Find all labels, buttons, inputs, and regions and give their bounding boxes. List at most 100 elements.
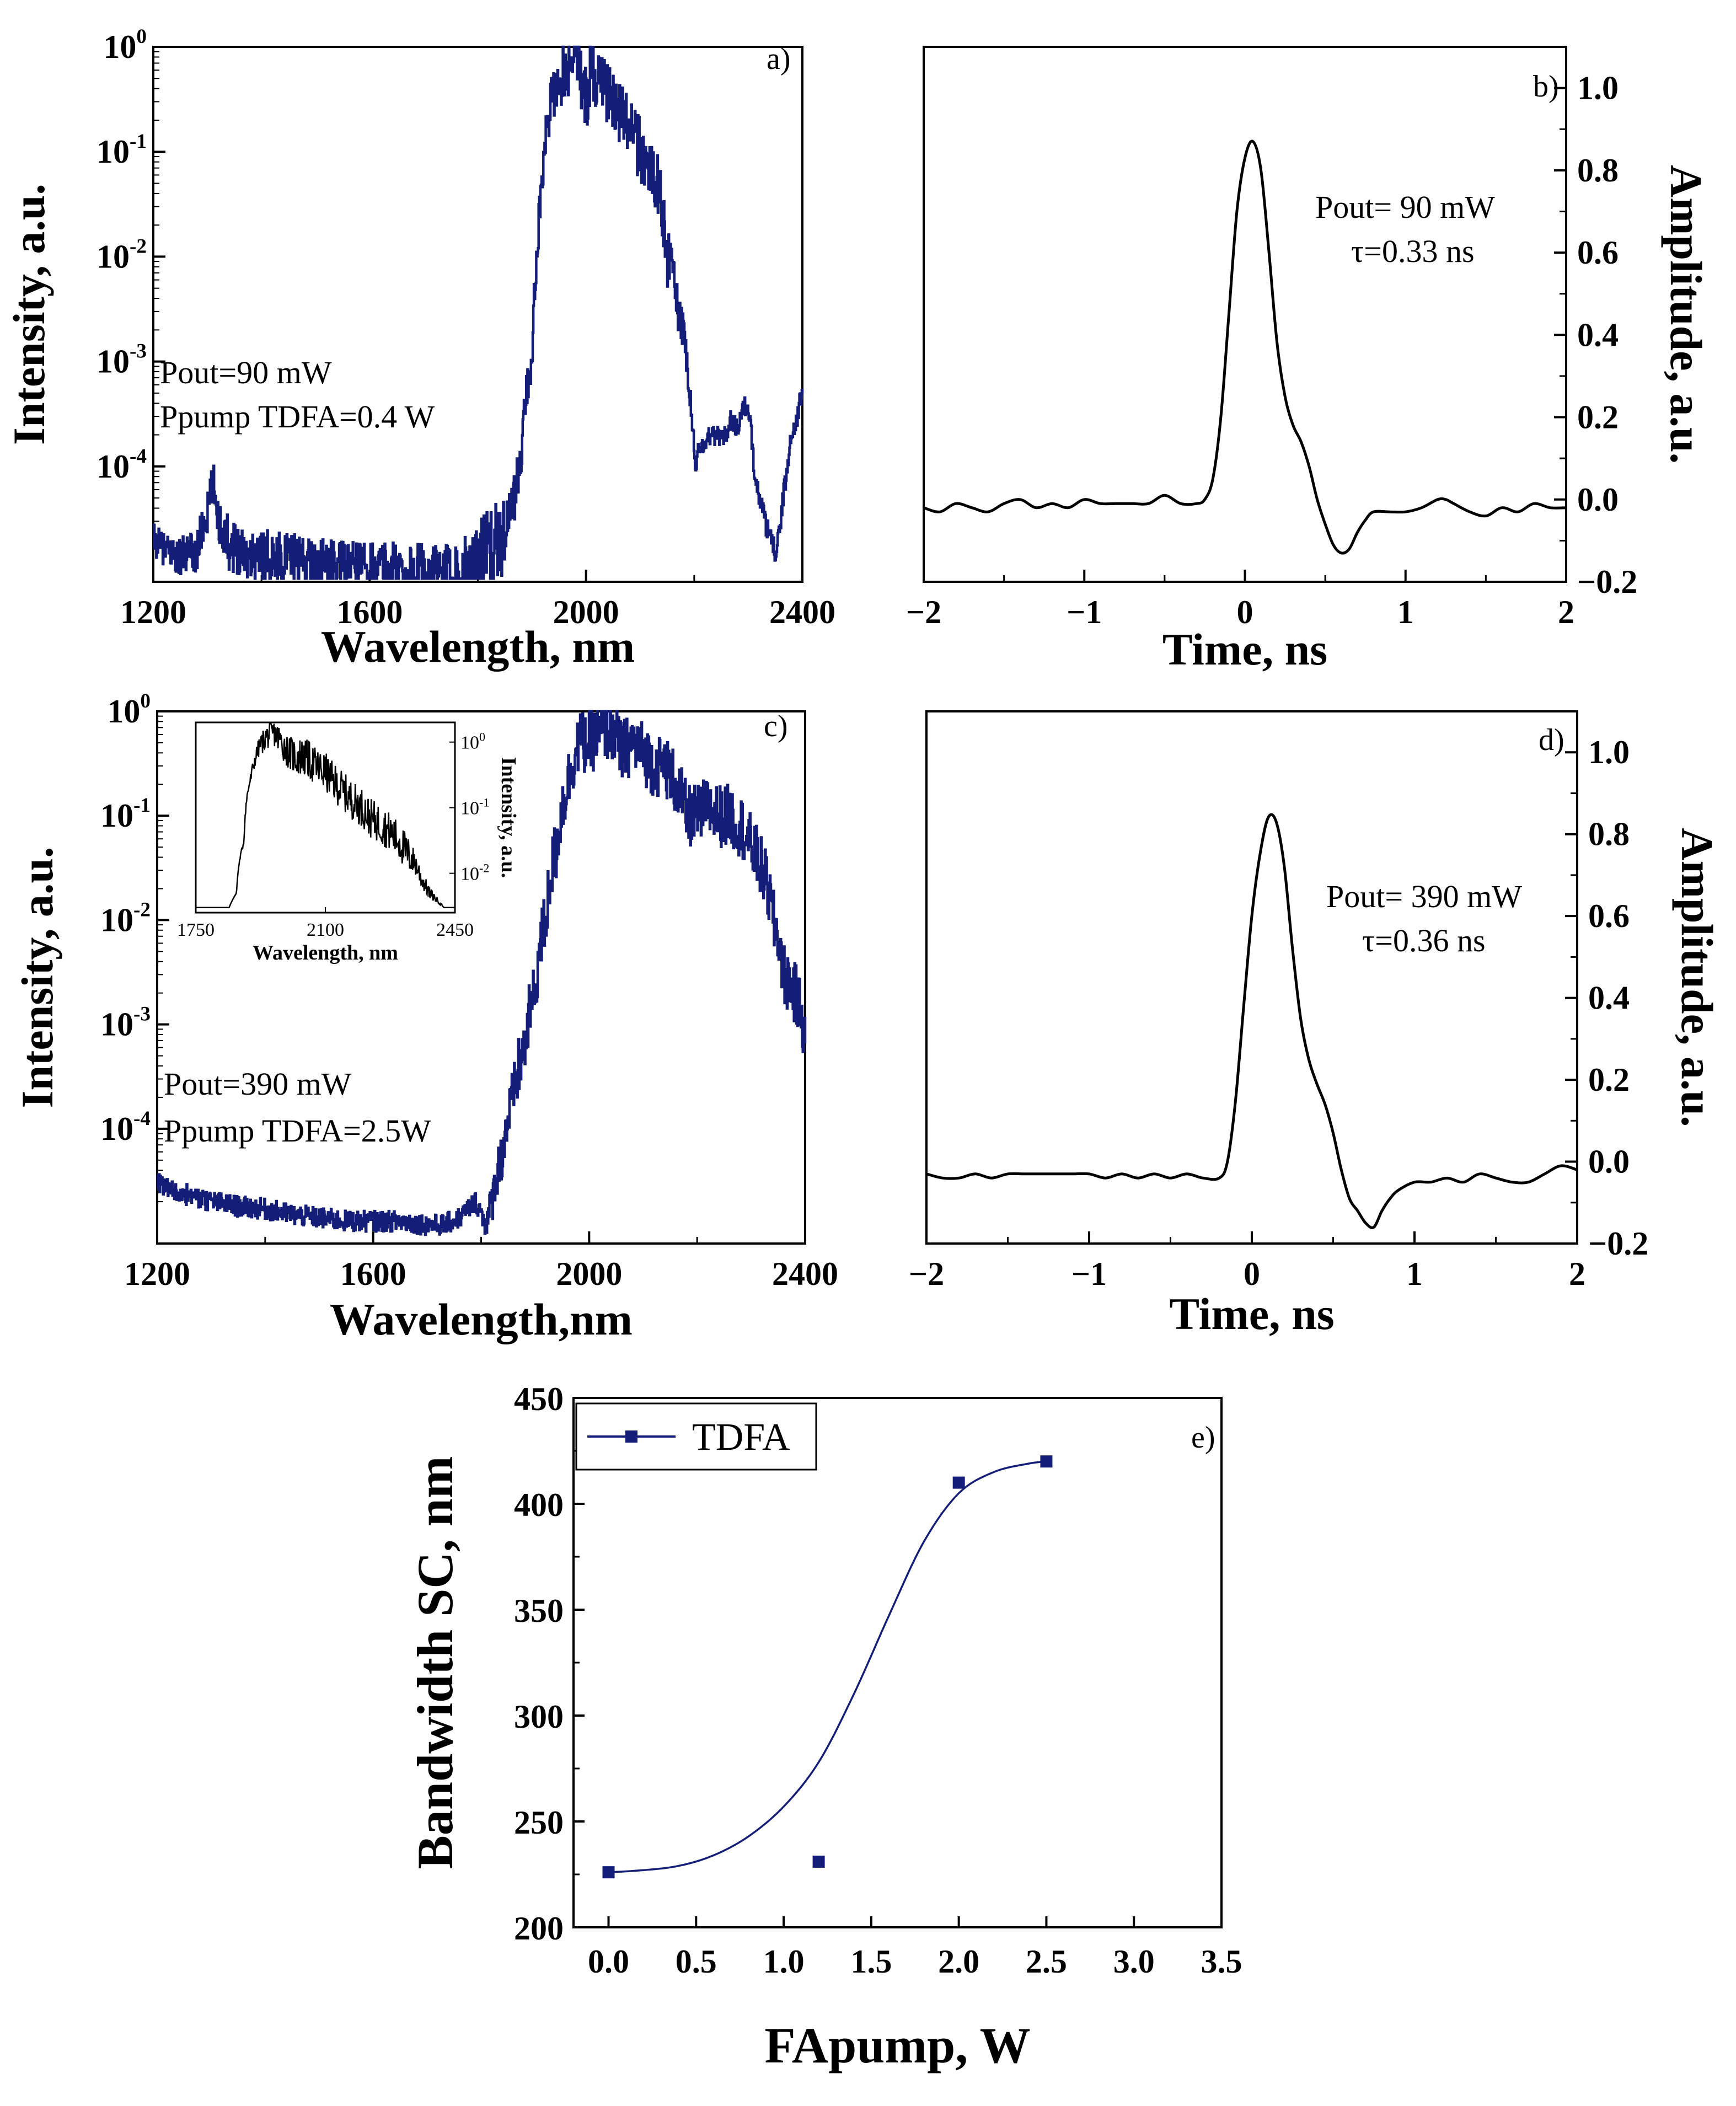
y-tick-label-exp: 0 [140,690,151,712]
panels: 1200 1600 2000 240010010-110-210-310-4a)Wav… [4,25,1722,2073]
y-tick-label: 10-1 [100,794,151,834]
y-tick-label-base: 10 [100,797,133,834]
y-tick-label: 400 [514,1487,564,1523]
x-tick-label: 1.5 [850,1943,892,1980]
x-tick-label: 2000 [553,594,619,630]
y-tick-label: 250 [514,1804,564,1841]
y-tick-label-exp: -1 [133,794,151,817]
annotation: τ=0.36 ns [1362,923,1486,958]
x-tick-label: 2 [1569,1256,1585,1292]
inset-y-tick-exp: -2 [479,861,489,875]
x-tick-label: 0.0 [588,1943,629,1980]
x-tick-label: 0.5 [676,1943,717,1980]
y-tick-label-base: 10 [100,902,133,938]
y-tick-label-exp: -3 [130,340,147,363]
inset-y-tick-exp: -1 [479,796,489,810]
y-tick-label: 450 [514,1381,564,1417]
y-tick-label: 0.8 [1577,152,1619,189]
y-tick-label: 10-2 [97,235,147,275]
y-axis-title: Amplitude, a.u. [1672,828,1722,1127]
spectrum-line [156,710,807,1236]
x-tick-label: 1 [1397,594,1414,630]
y-tick-label: 10-4 [100,1107,151,1147]
x-tick-label: −1 [1071,1256,1107,1292]
y-tick-label-exp: -2 [130,235,147,258]
x-tick-label: 1.0 [763,1943,805,1980]
y-tick-label: 200 [514,1910,564,1947]
inset-frame [195,721,456,914]
annotation: Ppump TDFA=0.4 W [160,399,435,435]
x-tick-label: −2 [906,594,941,630]
y-tick-label: 0.4 [1588,980,1630,1016]
y-tick-label-exp: -3 [133,1003,151,1026]
panel-b: −2 −1 0 1 2 1.0 0.8 0.6 0.4 0.2 0.0 −0.2 b) Time, ns A… [906,46,1711,674]
x-axis-title: Time, ns [1169,1289,1334,1339]
y-tick-label: 0.6 [1577,234,1619,271]
y-tick-label: 0.4 [1577,317,1619,353]
panel-label: a) [767,42,791,76]
y-tick-label: 100 [107,690,151,730]
x-tick-label: 1200 [124,1256,190,1292]
y-tick-label-base: 10 [100,1111,133,1147]
inset-y-tick-label: 10-1 [460,796,489,819]
annotation: τ=0.33 ns [1351,233,1475,269]
inset-y-tick-label: 100 [460,730,485,753]
panel-label: d) [1539,723,1564,757]
inset-y-axis-title: Intensity, a.u. [497,757,520,878]
x-tick-label: 1200 [120,594,186,630]
y-tick-label: 0.0 [1577,481,1619,518]
y-tick-label-exp: 0 [136,25,147,48]
y-tick-label: 350 [514,1593,564,1629]
x-tick-label: 2.0 [938,1943,979,1980]
y-tick-label: −0.2 [1577,564,1637,600]
inset-spectrum-line [196,723,455,909]
fit-curve [608,1460,1047,1873]
panel-label: c) [764,709,788,743]
y-axis-title: Bandwidth SC, nm [407,1456,463,1869]
x-tick-label: 1600 [336,594,403,630]
inset-x-tick-label: 1750 [177,920,215,940]
x-tick-label: 2400 [772,1256,838,1292]
y-tick-label-base: 10 [100,1006,133,1043]
inset-y-tick-base: 10 [460,799,479,819]
x-tick-label: 2 [1558,594,1574,630]
annotation: Pout= 390 mW [1326,878,1522,914]
x-tick-label: 1600 [340,1256,406,1292]
x-tick-label: 0 [1237,594,1253,630]
panel-e: 0.0 0.5 1.0 1.5 2.0 2.5 3.0 3.5 200 250 300 350 400 4… [407,1381,1242,2073]
y-tick-label: 10-2 [100,898,151,938]
y-tick-label: 10-3 [100,1003,151,1043]
pulse-line [923,140,1567,555]
annotation: Pout= 90 mW [1315,189,1495,225]
annotation: Pout=390 mW [164,1066,352,1102]
data-point [602,1866,615,1879]
inset-x-tick-label: 2450 [436,920,474,940]
legend: TDFA [575,1402,817,1471]
y-tick-label: 0.2 [1588,1062,1630,1098]
y-tick-label-exp: -1 [130,130,147,153]
x-axis-title: Wavelength, nm [321,621,635,672]
annotation: Ppump TDFA=2.5W [164,1113,431,1149]
panel-label: e) [1191,1421,1215,1455]
panel-c: 1200 1600 2000 240010010-110-210-310-4c)Wav… [12,690,838,1344]
y-tick-label: 10-1 [97,130,147,170]
inset-x-axis-title: Wavelength, nm [253,941,398,964]
y-tick-label-base: 10 [97,238,130,275]
y-tick-label: 300 [514,1698,564,1735]
y-tick-label: 10-3 [97,340,147,380]
y-tick-label: 0.6 [1588,898,1630,934]
y-tick-label: 100 [103,25,147,65]
x-tick-label: 0 [1244,1256,1260,1292]
y-tick-label: 10-4 [97,445,147,485]
x-axis-title: Wavelength,nm [330,1294,633,1344]
y-tick-label-base: 10 [97,133,130,170]
x-axis-title: FApump, W [764,2017,1030,2073]
y-tick-label: 1.0 [1577,70,1619,106]
y-tick-label-base: 10 [97,344,130,380]
x-tick-label: 1 [1406,1256,1423,1292]
y-tick-label: 1.0 [1588,734,1630,770]
data-point [1040,1455,1053,1468]
